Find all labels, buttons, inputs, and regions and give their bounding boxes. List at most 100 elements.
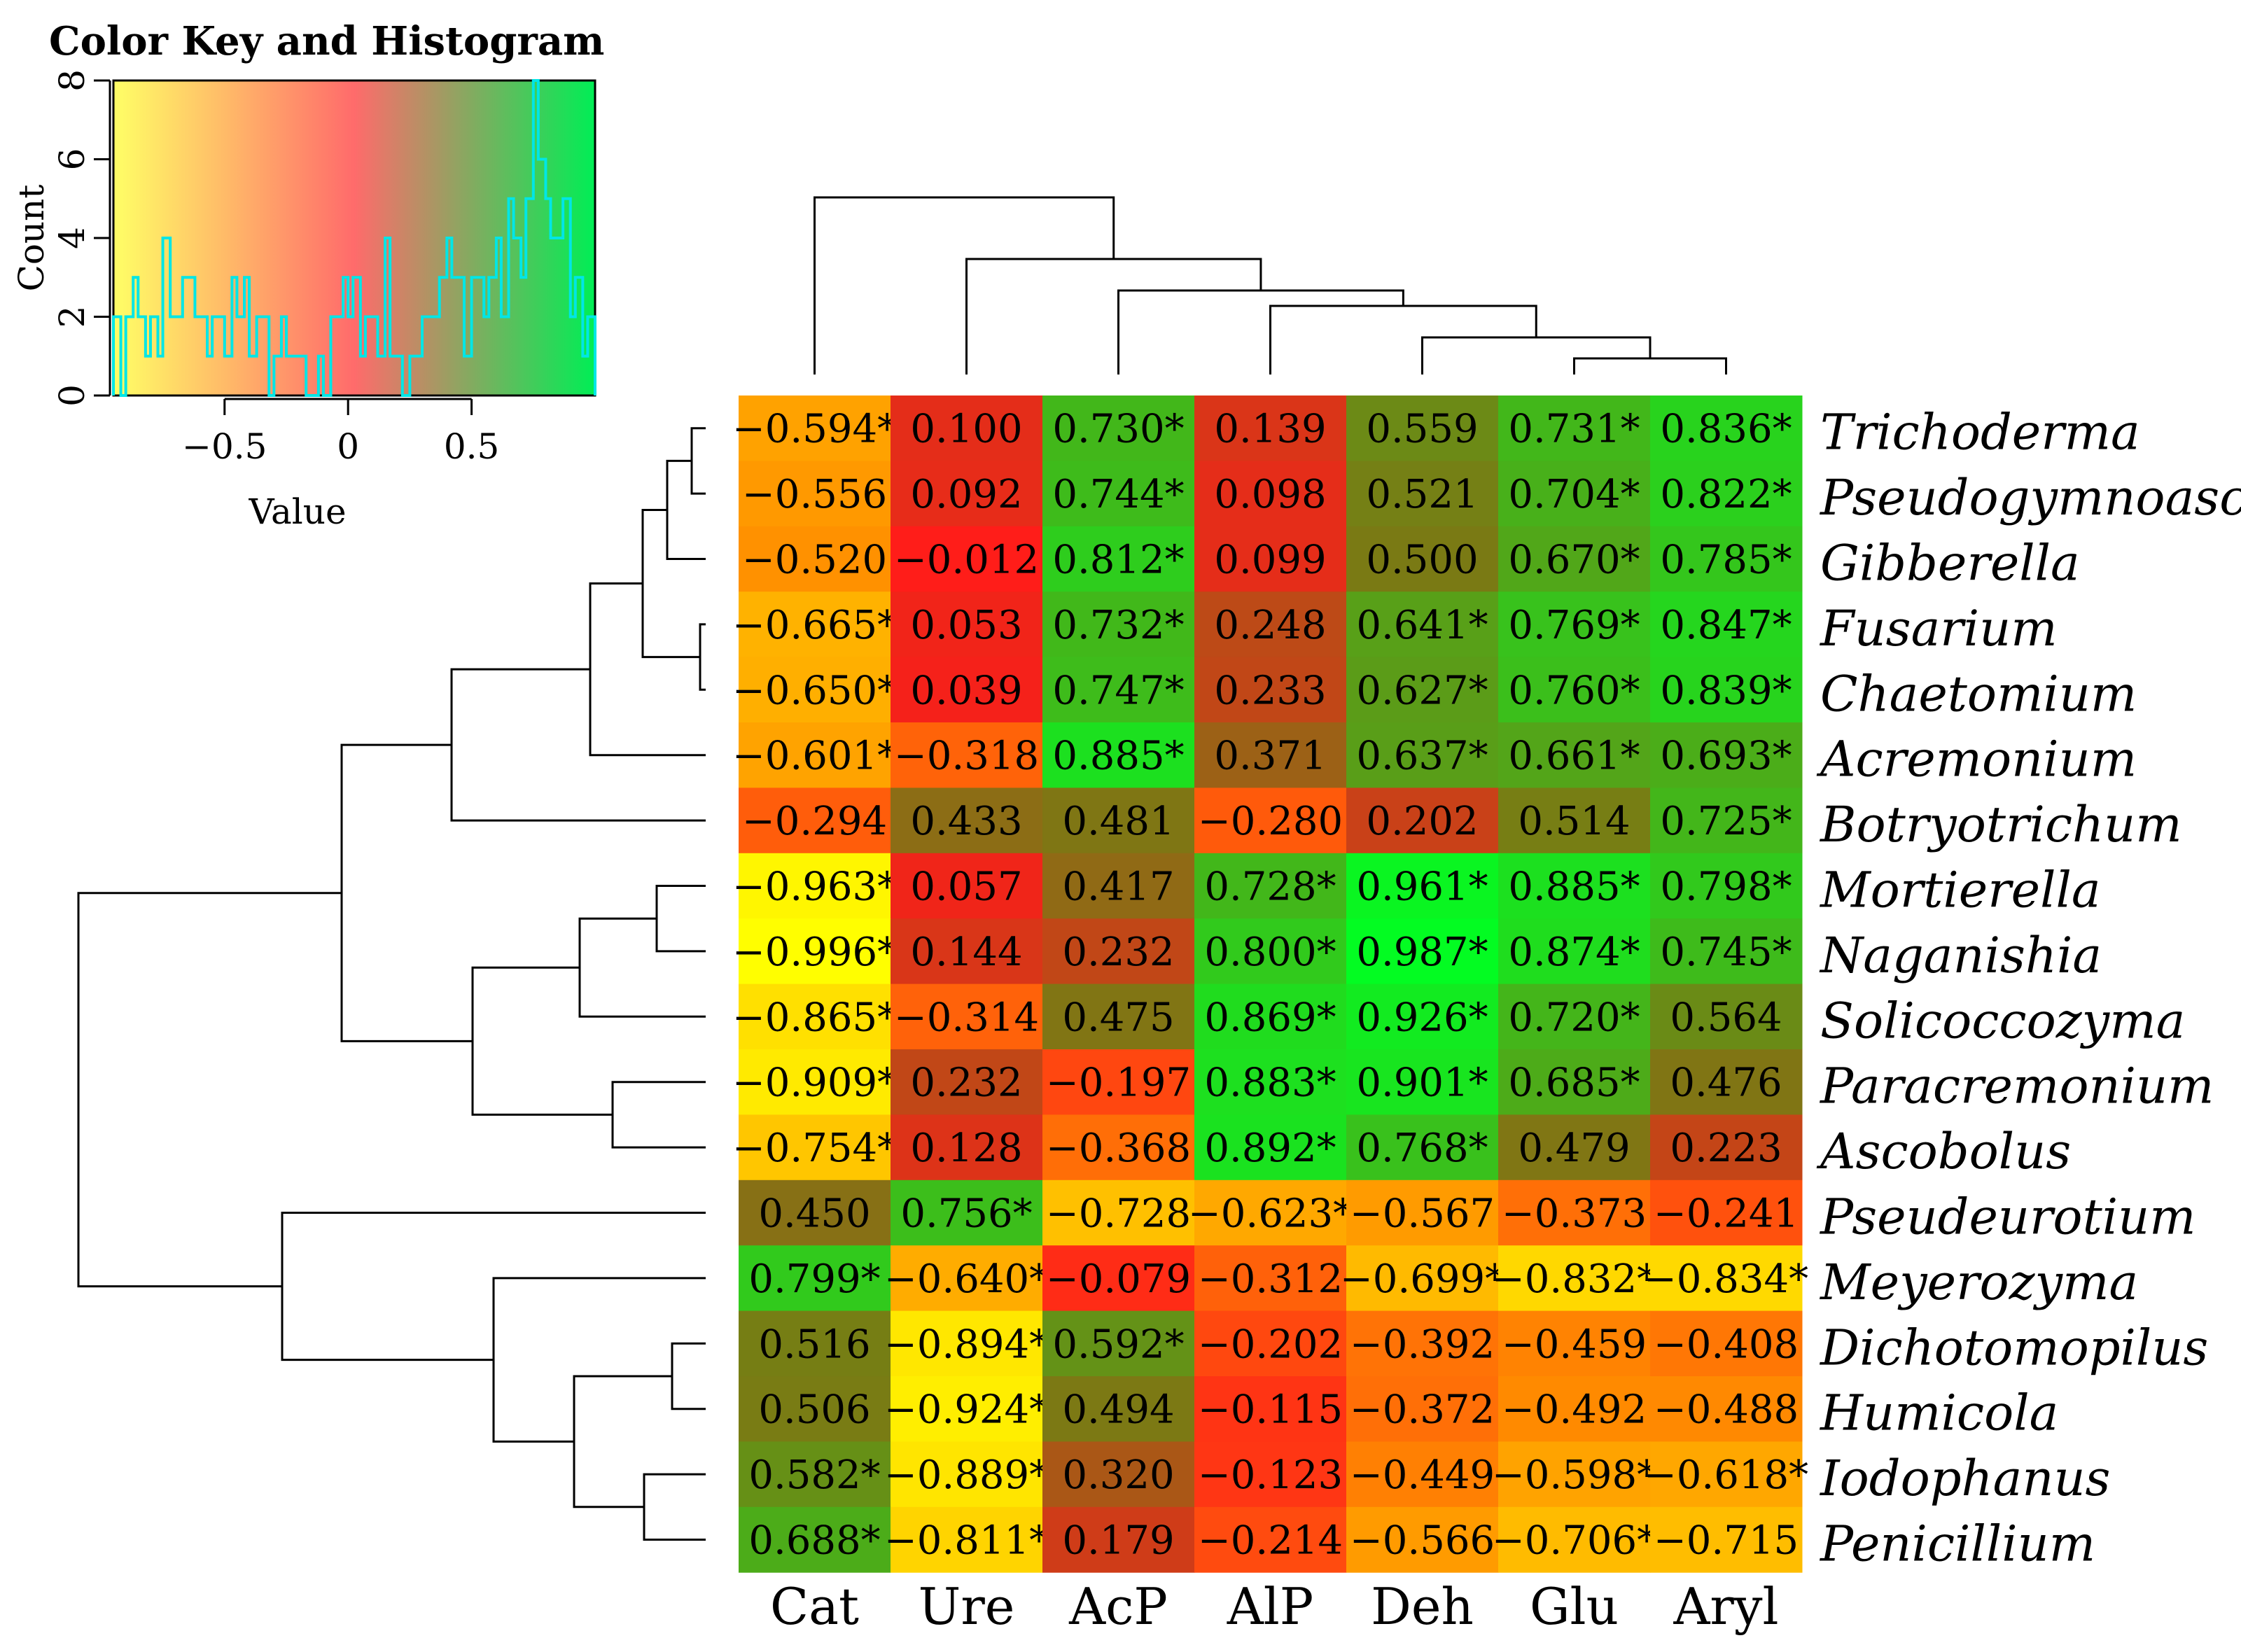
cell-value-label: 0.847* xyxy=(1660,603,1792,648)
y-tick-label: 8 xyxy=(52,69,92,92)
heatmap-cell xyxy=(1042,983,1195,1050)
cell-value-label: −0.449 xyxy=(1350,1452,1495,1498)
cell-value-label: 0.057 xyxy=(910,864,1022,910)
y-tick-label: 4 xyxy=(52,227,92,249)
heatmap-cell xyxy=(891,1049,1043,1115)
cell-value-label: 0.099 xyxy=(1214,538,1326,583)
color-key-x-axis: −0.5 0 0.5 xyxy=(182,398,500,467)
cell-value-label: 0.756* xyxy=(900,1191,1032,1237)
color-key-y-axis: 0 2 4 6 8 xyxy=(52,69,111,407)
cell-value-label: 0.494 xyxy=(1062,1387,1174,1433)
cell-value-label: −0.520 xyxy=(742,538,887,583)
cell-value-label: −0.566 xyxy=(1350,1518,1495,1564)
heatmap-cell xyxy=(1042,1180,1195,1246)
cell-value-label: 0.685* xyxy=(1508,1060,1640,1106)
heatmap-grid: −0.594* 0.100 0.730* 0.139 0.559 0.731* 0.836*… xyxy=(732,396,1808,1573)
heatmap-cell xyxy=(1650,788,1803,854)
color-key-title: Color Key and Histogram xyxy=(49,18,604,64)
cell-value-label: 0.883* xyxy=(1204,1060,1336,1106)
heatmap-cell xyxy=(1042,788,1195,854)
heatmap-cell xyxy=(1498,1310,1651,1377)
dendro-link-row xyxy=(641,508,700,659)
cell-value-label: −0.889* xyxy=(884,1452,1049,1498)
cell-value-label: 0.961* xyxy=(1356,864,1488,910)
heatmap-cell xyxy=(1650,853,1803,919)
heatmap-cell xyxy=(891,788,1043,854)
heatmap-cell xyxy=(1498,1441,1651,1508)
heatmap-cell xyxy=(1650,592,1803,658)
row-label: Pseudeurotium xyxy=(1819,1189,2196,1246)
cell-value-label: 0.223 xyxy=(1670,1126,1782,1171)
heatmap-cell xyxy=(1650,461,1803,527)
dendro-link-row xyxy=(340,743,473,1042)
heatmap-cell xyxy=(891,1245,1043,1312)
row-dendrogram xyxy=(77,427,706,1541)
cell-value-label: −0.650* xyxy=(732,668,897,713)
cell-value-label: 0.481 xyxy=(1062,799,1174,844)
heatmap-cell xyxy=(1498,1376,1651,1442)
cell-value-label: 0.371 xyxy=(1214,734,1326,779)
heatmap-cell xyxy=(1650,396,1803,461)
column-labels: Cat Ure AcP AlP Deh Glu Aryl xyxy=(770,1577,1779,1636)
heatmap-cell xyxy=(891,1310,1043,1377)
cell-value-label: −0.115 xyxy=(1198,1387,1343,1433)
cell-value-label: −0.202 xyxy=(1198,1322,1343,1367)
heatmap-cell xyxy=(891,1180,1043,1246)
heatmap-cell xyxy=(1194,918,1347,985)
cell-value-label: 0.475 xyxy=(1062,995,1174,1040)
cell-value-label: −0.834* xyxy=(1644,1256,1808,1302)
x-tick-label: 0.5 xyxy=(444,426,500,467)
color-key-gradient xyxy=(112,79,596,397)
cell-value-label: 0.433 xyxy=(910,799,1022,844)
cell-value-label: 0.785* xyxy=(1660,538,1792,583)
cell-value-label: 0.098 xyxy=(1214,472,1326,517)
color-key-ylabel: Count xyxy=(11,185,52,292)
cell-value-label: −0.312 xyxy=(1198,1256,1343,1302)
cell-value-label: −0.665* xyxy=(732,603,897,648)
cell-value-label: 0.731* xyxy=(1508,407,1640,452)
dendro-link-acp-cluster xyxy=(1117,289,1404,374)
heatmap-cell xyxy=(1346,1114,1499,1181)
heatmap-cell xyxy=(1346,1049,1499,1115)
heatmap-cell xyxy=(739,788,891,854)
cell-value-label: 0.800* xyxy=(1204,930,1336,975)
heatmap-cell xyxy=(739,1376,891,1442)
cell-value-label: 0.179 xyxy=(1062,1518,1174,1564)
heatmap-cell xyxy=(1346,657,1499,723)
heatmap-cell xyxy=(1346,1441,1499,1508)
cell-value-label: 0.661* xyxy=(1508,734,1640,779)
cell-value-label: 0.839* xyxy=(1660,668,1792,713)
cell-value-label: 0.670* xyxy=(1508,538,1640,583)
heatmap-cell xyxy=(1498,1049,1651,1115)
cell-value-label: 0.720* xyxy=(1508,995,1640,1040)
row-label: Chaetomium xyxy=(1820,665,2137,722)
heatmap-cell xyxy=(1498,461,1651,527)
heatmap-cell xyxy=(739,722,891,788)
cell-value-label: 0.139 xyxy=(1214,407,1326,452)
heatmap-cell xyxy=(1194,1114,1347,1181)
cell-value-label: −0.488 xyxy=(1654,1387,1799,1433)
cell-value-label: −0.640* xyxy=(884,1256,1049,1302)
dendro-link-row xyxy=(699,623,706,691)
dendro-link-row xyxy=(578,917,706,1018)
dendro-link-ure-cluster xyxy=(965,258,1262,374)
heatmap-cell xyxy=(1194,788,1347,854)
dendro-link-row xyxy=(690,427,706,495)
heatmap-cell xyxy=(1650,1245,1803,1312)
heatmap-cell xyxy=(1346,983,1499,1050)
heatmap-cell xyxy=(1346,918,1499,985)
heatmap-cell xyxy=(1650,526,1803,592)
heatmap-cell xyxy=(1194,1506,1347,1573)
heatmap-cell xyxy=(1194,592,1347,658)
cell-value-label: −0.598* xyxy=(1492,1452,1656,1498)
cell-value-label: 0.559 xyxy=(1366,407,1478,452)
heatmap-cell xyxy=(1194,657,1347,723)
heatmap-cell xyxy=(1498,1114,1651,1181)
cell-value-label: −0.280 xyxy=(1198,799,1343,844)
dendro-link-row xyxy=(666,459,706,560)
heatmap-cell xyxy=(1194,1049,1347,1115)
cell-value-label: 0.769* xyxy=(1508,603,1640,648)
dendro-link-row xyxy=(611,1081,706,1149)
cell-value-label: −0.392 xyxy=(1350,1322,1495,1367)
